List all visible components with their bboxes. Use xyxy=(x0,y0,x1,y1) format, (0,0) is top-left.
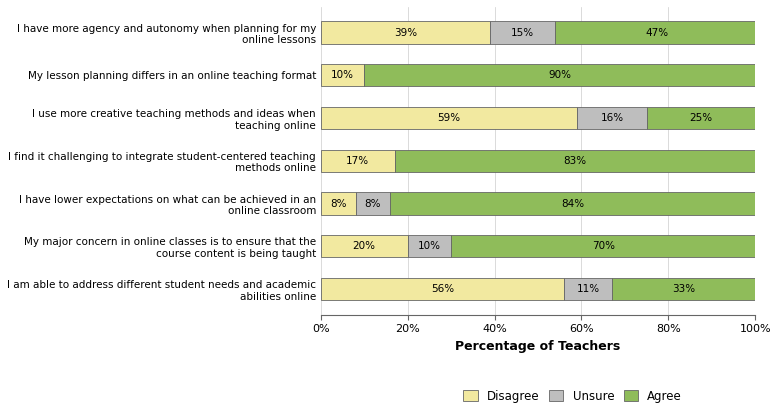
Text: 10%: 10% xyxy=(331,70,354,80)
Text: 90%: 90% xyxy=(548,70,571,80)
Text: 11%: 11% xyxy=(576,284,600,294)
Bar xyxy=(490,21,555,44)
Bar xyxy=(555,21,759,44)
Text: 10%: 10% xyxy=(418,241,441,251)
Text: 20%: 20% xyxy=(352,241,376,251)
Bar xyxy=(408,235,451,257)
Bar xyxy=(364,64,755,86)
Text: 47%: 47% xyxy=(646,28,669,38)
Text: 8%: 8% xyxy=(365,199,381,209)
Bar xyxy=(321,278,564,300)
Bar xyxy=(451,235,755,257)
Text: 8%: 8% xyxy=(330,199,346,209)
Text: 16%: 16% xyxy=(601,113,623,123)
Legend: Disagree, Unsure, Agree: Disagree, Unsure, Agree xyxy=(459,385,687,407)
Bar xyxy=(321,192,356,215)
X-axis label: Percentage of Teachers: Percentage of Teachers xyxy=(455,340,621,353)
Text: 33%: 33% xyxy=(672,284,695,294)
Bar xyxy=(647,107,755,129)
Text: 83%: 83% xyxy=(563,156,587,166)
Text: 39%: 39% xyxy=(394,28,417,38)
Text: 17%: 17% xyxy=(346,156,370,166)
Bar xyxy=(321,107,577,129)
Text: 70%: 70% xyxy=(592,241,615,251)
Bar xyxy=(577,107,647,129)
Text: 25%: 25% xyxy=(689,113,713,123)
Text: 84%: 84% xyxy=(561,199,584,209)
Bar xyxy=(564,278,612,300)
Bar xyxy=(612,278,755,300)
Bar xyxy=(321,64,364,86)
Bar xyxy=(321,150,394,172)
Text: 59%: 59% xyxy=(437,113,461,123)
Bar xyxy=(321,235,408,257)
Bar xyxy=(394,150,755,172)
Bar xyxy=(321,21,490,44)
Text: 56%: 56% xyxy=(431,284,454,294)
Bar xyxy=(391,192,755,215)
Text: 15%: 15% xyxy=(511,28,534,38)
Bar xyxy=(356,192,391,215)
